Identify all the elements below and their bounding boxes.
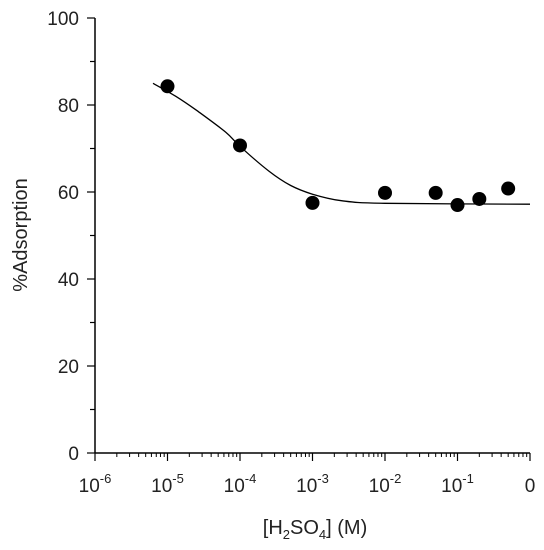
x-axis-title-sub2: 4: [319, 527, 326, 542]
fit-curve: [152, 82, 531, 205]
y-tick-label: 20: [58, 357, 79, 378]
x-tick-label: 10-6: [79, 471, 112, 497]
data-point: [450, 198, 465, 213]
x-tick-label: 0: [525, 476, 536, 497]
x-tick-label: 10-1: [441, 471, 474, 497]
x-tick-label: 10-4: [224, 471, 257, 497]
y-tick-label: 0: [68, 444, 79, 465]
x-tick-exponent: -6: [100, 471, 112, 486]
x-tick-label: 10-2: [369, 471, 402, 497]
x-tick-exponent: -4: [245, 471, 257, 486]
x-tick-exponent: -2: [390, 471, 402, 486]
x-tick-label: 10-3: [296, 471, 329, 497]
x-axis-title-suffix: ] (M): [326, 517, 367, 539]
data-points: [160, 79, 516, 213]
x-tick-exponent: -3: [317, 471, 329, 486]
y-tick-label: 60: [58, 183, 79, 204]
x-tick-base: 10: [224, 476, 245, 497]
y-tick-label: 80: [58, 96, 79, 117]
data-point: [305, 195, 320, 210]
y-tick-label: 40: [58, 270, 79, 291]
x-axis-title-sub1: 2: [283, 527, 290, 542]
data-point: [428, 185, 443, 200]
x-tick-base: 10: [151, 476, 172, 497]
x-tick-exponent: -1: [462, 471, 474, 486]
x-axis-title: [H2SO4] (M): [263, 517, 367, 542]
x-tick-base: 10: [441, 476, 462, 497]
axes: [94, 18, 530, 454]
x-tick-base: 0: [525, 476, 536, 497]
x-tick-base: 10: [369, 476, 390, 497]
data-point: [501, 181, 516, 196]
x-tick-base: 10: [79, 476, 100, 497]
x-tick-exponent: -5: [172, 471, 184, 486]
y-axis-title: %Adsorption: [10, 178, 32, 291]
x-axis-title-mid: SO: [290, 517, 319, 539]
data-point: [472, 191, 487, 206]
x-axis-title-prefix: [H: [263, 517, 283, 539]
x-tick-label: 10-5: [151, 471, 184, 497]
y-tick-label: 100: [47, 9, 79, 30]
data-point: [160, 79, 175, 94]
ticks: [87, 17, 531, 461]
data-point: [378, 185, 392, 200]
data-point: [233, 138, 247, 153]
x-tick-base: 10: [296, 476, 317, 497]
